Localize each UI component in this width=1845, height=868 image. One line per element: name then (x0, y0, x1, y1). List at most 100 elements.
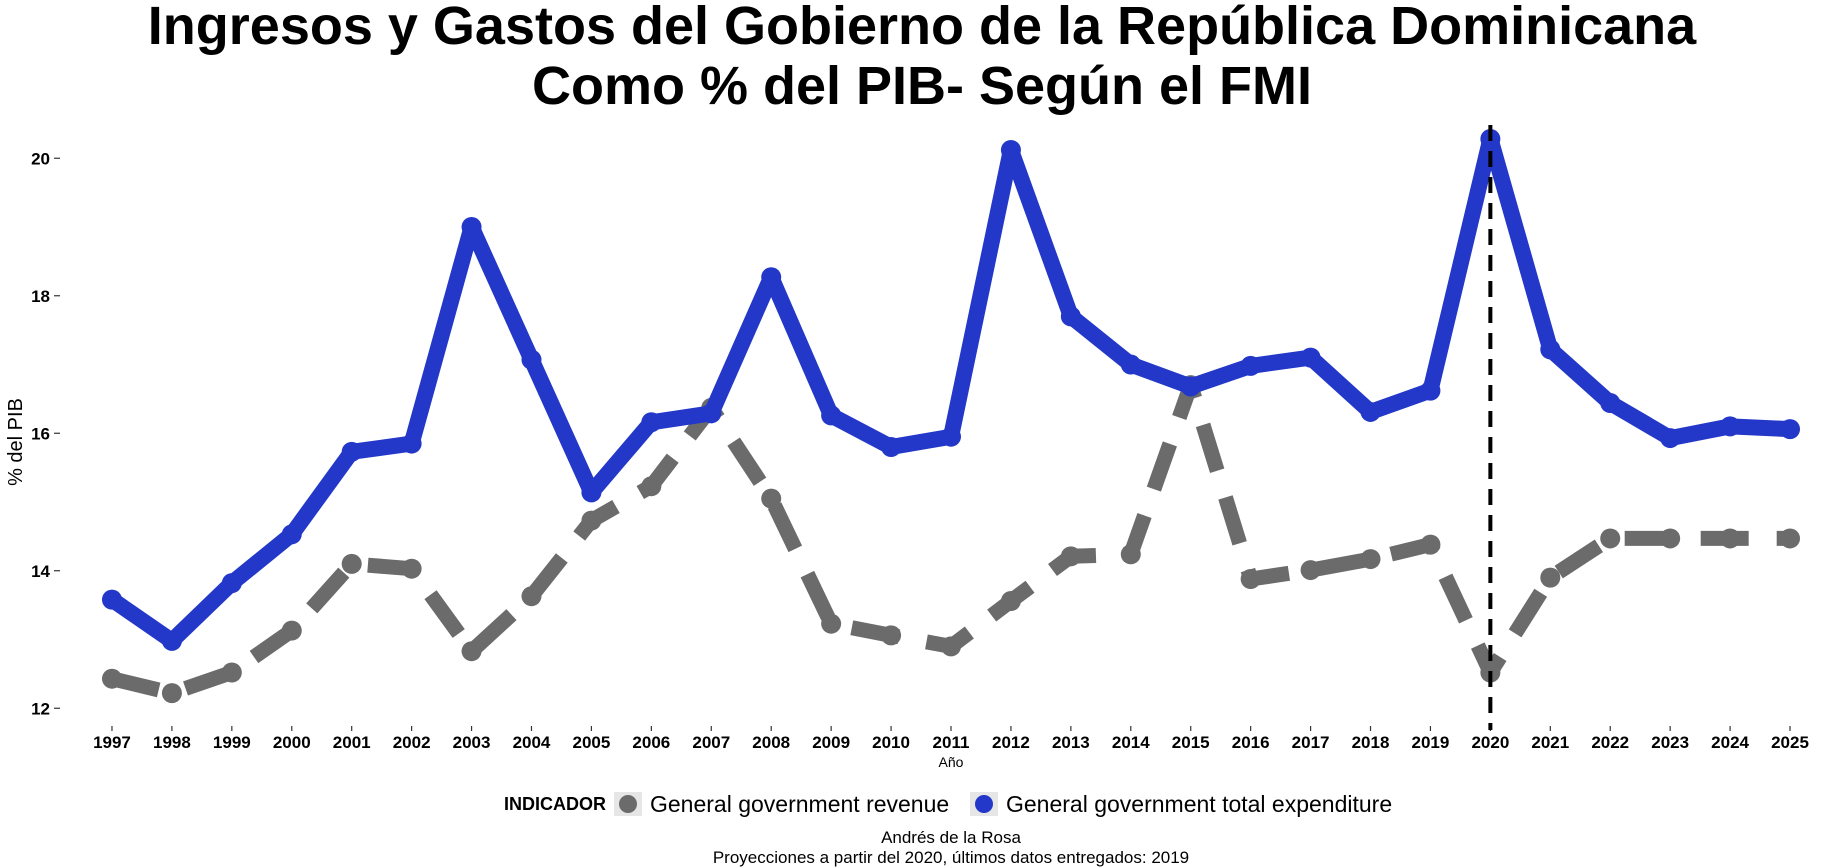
series-0-point (1360, 549, 1381, 570)
x-tick-label: 2012 (992, 733, 1030, 752)
x-tick-label: 2011 (933, 733, 970, 752)
series-1-point (1660, 428, 1681, 449)
series-1-point (161, 630, 182, 651)
series-0-point (1060, 546, 1081, 567)
series-1-point (641, 412, 662, 433)
series-1-point (521, 349, 542, 370)
series-0-point (461, 641, 482, 662)
x-tick-label: 2023 (1651, 733, 1689, 752)
series-1-point (281, 524, 302, 545)
series-1-point (941, 426, 961, 447)
legend-marker-revenue (619, 795, 637, 813)
x-tick-label: 2000 (273, 733, 311, 752)
series-1-point (101, 589, 122, 610)
series-1-point (401, 433, 422, 454)
series-1-point (1360, 401, 1381, 422)
series-0-point (1420, 534, 1441, 555)
series-0-point (941, 636, 961, 657)
y-tick-label: 12 (31, 699, 50, 718)
series-0-point (1300, 560, 1321, 581)
y-tick-label: 14 (31, 562, 50, 581)
legend-label-revenue: General government revenue (650, 791, 949, 817)
caption-note: Proyecciones a partir del 2020, últimos … (713, 848, 1189, 867)
series-1-point (1540, 339, 1561, 360)
x-tick-label: 2007 (692, 733, 730, 752)
series-1-point (1780, 419, 1801, 440)
x-tick-label: 2015 (1172, 733, 1210, 752)
legend-title: INDICADOR (504, 794, 606, 814)
series-0-point (1780, 528, 1801, 549)
x-tick-label: 2003 (453, 733, 491, 752)
caption-author: Andrés de la Rosa (881, 828, 1021, 847)
series-1-point (581, 482, 602, 503)
y-axis: 12 14 16 18 20 (31, 149, 60, 718)
series-1-point (1600, 393, 1621, 413)
x-tick-label: 2016 (1232, 733, 1270, 752)
series-1-point (461, 217, 482, 237)
series-0-point (1240, 569, 1261, 589)
series-0-point (641, 476, 662, 497)
series-1-point (221, 573, 242, 594)
x-tick-label: 2010 (872, 733, 910, 752)
series-0-point (341, 553, 362, 574)
x-tick-label: 2002 (393, 733, 431, 752)
series-0-point (161, 683, 182, 704)
series-0-point (401, 558, 422, 579)
series-0-point (821, 613, 842, 634)
legend-label-expenditure: General government total expenditure (1006, 791, 1392, 817)
x-axis-label: Año (939, 754, 964, 770)
series-0-point (881, 625, 902, 646)
series-0-point (521, 586, 542, 607)
x-tick-label: 2018 (1352, 733, 1390, 752)
legend-item-revenue: General government revenue (614, 791, 949, 817)
x-tick-label: 2004 (513, 733, 551, 752)
x-tick-label: 2025 (1771, 733, 1809, 752)
series-0-point (1720, 528, 1741, 549)
x-tick-label: 2001 (333, 733, 371, 752)
series-1-point (701, 403, 722, 424)
y-tick-label: 20 (31, 149, 50, 168)
series-1-point (821, 405, 842, 426)
x-tick-label: 1998 (153, 733, 191, 752)
y-tick-label: 18 (31, 287, 50, 306)
series-0-point (1540, 567, 1561, 588)
series-1-point (1060, 306, 1081, 327)
series-0-point (761, 488, 782, 509)
x-tick-label: 2014 (1112, 733, 1150, 752)
x-tick-label: 2009 (812, 733, 850, 752)
series-1-point (1240, 355, 1261, 376)
series-1-point (761, 267, 782, 288)
series-0-point (1600, 528, 1621, 549)
y-axis-label: % del PIB (5, 398, 27, 486)
x-tick-label: 1999 (213, 733, 251, 752)
y-tick-label: 16 (31, 424, 50, 443)
x-tick-label: 2006 (632, 733, 670, 752)
series-0-point (1000, 591, 1021, 611)
series-0-point (281, 620, 302, 641)
series-0-point (101, 668, 122, 689)
series-1-point (1720, 416, 1741, 437)
x-tick-label: 2020 (1471, 733, 1509, 752)
series-1-point (1180, 376, 1201, 397)
series-line-1 (107, 131, 1791, 649)
x-tick-label: 2017 (1292, 733, 1330, 752)
x-tick-label: 2022 (1591, 733, 1629, 752)
legend: INDICADOR General government revenue Gen… (504, 791, 1392, 817)
series-0-point (1660, 528, 1681, 549)
series-0-point (581, 510, 602, 531)
x-tick-label: 1997 (93, 733, 131, 752)
x-tick-label: 2005 (573, 733, 611, 752)
series-1-point (341, 441, 362, 462)
series-1-point (1000, 140, 1021, 160)
plot-area (101, 129, 1801, 704)
legend-item-expenditure: General government total expenditure (970, 791, 1392, 817)
series-0-point (1120, 544, 1141, 565)
series-1-point (1120, 354, 1141, 375)
x-tick-label: 2008 (752, 733, 790, 752)
x-axis: 1997 1998 1999 2000 2001 2002 2003 2004 2005 2006… (93, 726, 1809, 752)
chart-subtitle: Como % del PIB- Según el FMI (532, 56, 1312, 116)
chart-title: Ingresos y Gastos del Gobierno de la Rep… (148, 0, 1697, 56)
series-0-point (221, 662, 242, 683)
series-1-point (1300, 347, 1321, 368)
